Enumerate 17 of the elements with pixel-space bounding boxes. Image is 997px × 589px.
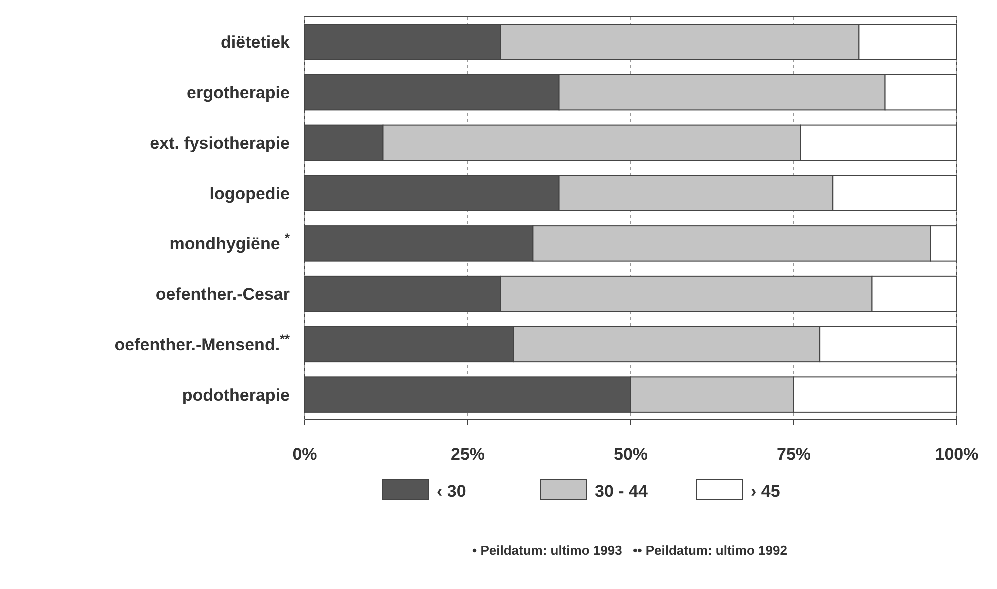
y-tick-label: podotherapie bbox=[182, 386, 290, 405]
x-tick-label: 50% bbox=[614, 445, 648, 464]
x-tick-label: 25% bbox=[450, 445, 486, 464]
y-tick-label: mondhygiëne $^{*}$ bbox=[170, 230, 290, 254]
x-tick-label: 100% bbox=[935, 445, 979, 464]
x-tick-label: 0% bbox=[292, 445, 318, 464]
x-tick-label: 75% bbox=[776, 445, 812, 464]
y-tick-label: oefenther.-Mensend.$^{**}$ bbox=[114, 330, 290, 354]
y-tick-label: diëtetiek bbox=[221, 33, 291, 52]
text: • Peildatum: ultimo 1993 •• Peildatum: ultimo 1992 bbox=[472, 543, 788, 558]
legend-label: ‹ 30 bbox=[437, 482, 466, 501]
y-tick-label: oefenther.-Cesar bbox=[156, 285, 290, 304]
legend-label: 30 - 44 bbox=[595, 482, 648, 501]
y-tick-label: ergotherapie bbox=[187, 84, 290, 103]
legend-label: › 45 bbox=[751, 482, 780, 501]
y-tick-label: ext. fysiotherapie bbox=[150, 134, 290, 153]
y-tick-label: logopedie bbox=[210, 184, 290, 204]
